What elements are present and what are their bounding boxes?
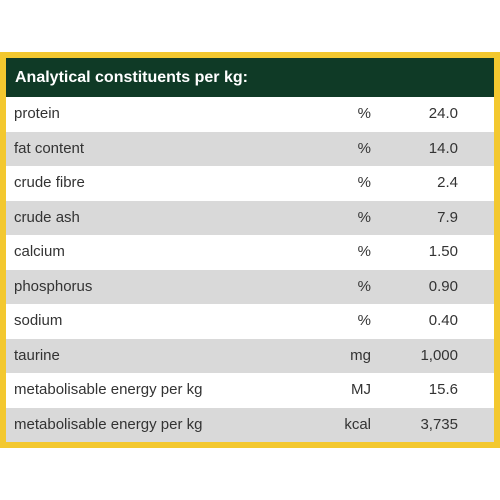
row-label: crude ash xyxy=(14,208,80,226)
row-label: fat content xyxy=(14,139,85,157)
row-value: 14.0 xyxy=(428,139,458,157)
table-body: protein% 24.0 fat content% 14.0 crude fibre%… xyxy=(6,97,494,442)
row-label: protein xyxy=(14,105,60,122)
table-frame: Analytical constituents per kg: protein%… xyxy=(0,52,500,448)
table-row: phosphorus% 0.90 xyxy=(6,269,494,304)
row-unit: % xyxy=(357,174,371,191)
row-value: 24.0 xyxy=(428,105,458,122)
table-row: fat content% 14.0 xyxy=(6,131,494,166)
row-value: 7.9 xyxy=(437,208,458,226)
row-label: metabolisable energy per kg xyxy=(14,415,203,433)
row-unit: % xyxy=(357,312,371,329)
row-label: calcium xyxy=(14,243,65,260)
row-unit: % xyxy=(357,208,371,226)
table-row: metabolisable energy per kg kcal 3,735 xyxy=(6,407,494,442)
table-row: sodium% 0.40 xyxy=(6,304,494,339)
row-value: 1.50 xyxy=(428,243,458,260)
row-unit: mg xyxy=(350,346,371,364)
row-value: 15.6 xyxy=(428,381,458,398)
table-row: crude ash% 7.9 xyxy=(6,200,494,235)
table-row: protein% 24.0 xyxy=(6,97,494,132)
row-unit: % xyxy=(357,139,371,157)
row-label: crude fibre xyxy=(14,174,85,191)
table-row: metabolisable energy per kg MJ 15.6 xyxy=(6,373,494,408)
row-label: phosphorus xyxy=(14,277,93,295)
row-value: 3,735 xyxy=(420,415,458,433)
row-unit: % xyxy=(357,243,371,260)
table-row: calcium% 1.50 xyxy=(6,235,494,270)
row-value: 2.4 xyxy=(437,174,458,191)
table-row: taurine mg 1,000 xyxy=(6,338,494,373)
table-title: Analytical constituents per kg: xyxy=(6,58,494,97)
table-row: crude fibre% 2.4 xyxy=(6,166,494,201)
row-value: 0.40 xyxy=(428,312,458,329)
row-value: 0.90 xyxy=(428,277,458,295)
row-unit: % xyxy=(357,105,371,122)
row-label: metabolisable energy per kg xyxy=(14,381,203,398)
row-value: 1,000 xyxy=(420,346,458,364)
row-unit: % xyxy=(357,277,371,295)
row-unit: kcal xyxy=(344,415,371,433)
row-label: taurine xyxy=(14,346,60,364)
row-label: sodium xyxy=(14,312,63,329)
row-unit: MJ xyxy=(351,381,371,398)
